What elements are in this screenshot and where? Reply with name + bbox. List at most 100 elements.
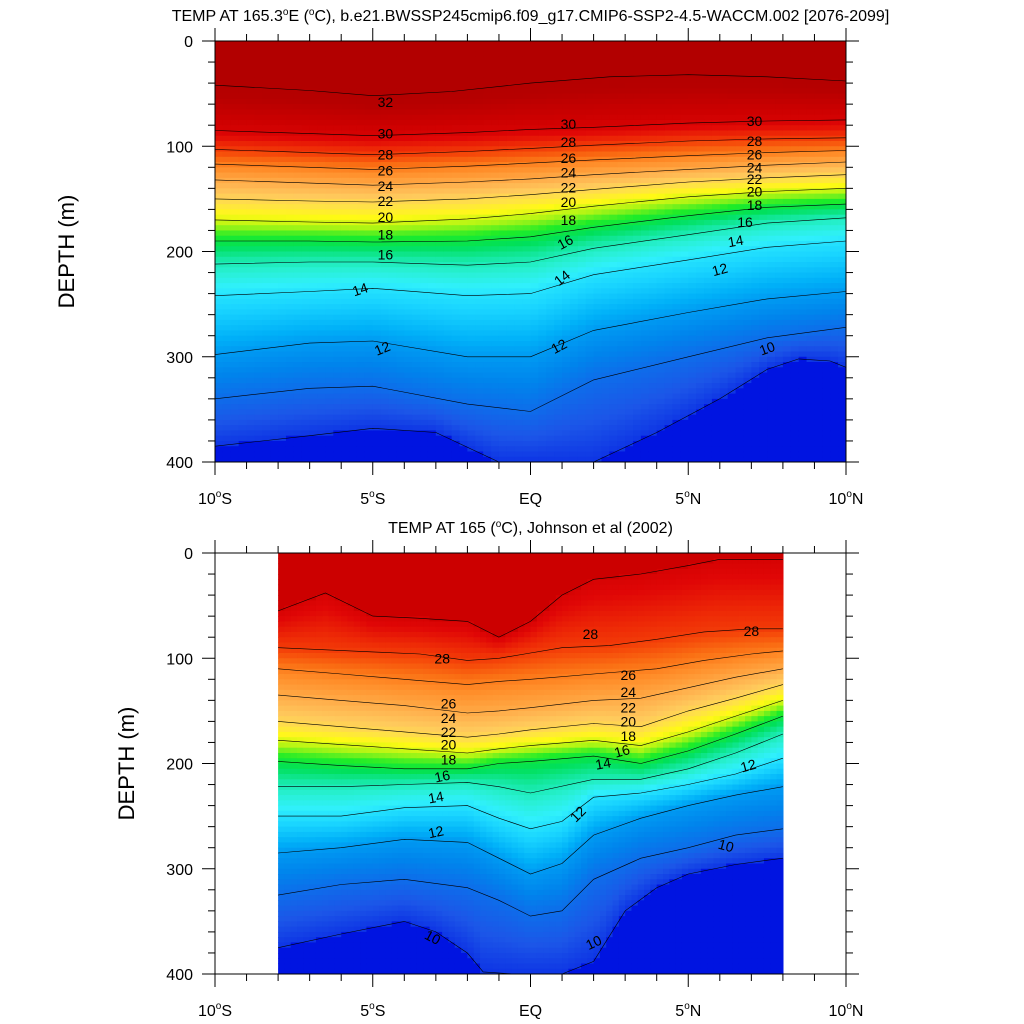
field-cell (380, 393, 390, 400)
field-cell (215, 135, 224, 142)
field-cell (617, 309, 626, 316)
field-cell (562, 151, 571, 158)
field-cell (435, 283, 445, 289)
field-cell (585, 156, 595, 163)
field-cell (309, 356, 319, 363)
field-cell (317, 346, 327, 353)
field-cell (246, 393, 256, 400)
field-cell (704, 114, 713, 121)
field-cell (696, 419, 705, 426)
field-cell (262, 167, 271, 174)
field-cell (309, 146, 319, 153)
field-cell (309, 256, 319, 263)
field-cell (656, 293, 666, 300)
field-cell (317, 198, 327, 205)
field-cell (704, 188, 713, 195)
field-cell (491, 125, 500, 132)
field-cell (380, 104, 390, 111)
field-cell (546, 188, 555, 195)
field-cell (254, 240, 263, 247)
field-cell (569, 262, 579, 268)
field-cell (301, 367, 311, 374)
field-cell (333, 77, 342, 84)
field-cell (341, 225, 350, 232)
field-cell (301, 188, 311, 195)
field-cell (522, 246, 532, 253)
field-cell (680, 219, 689, 226)
field-cell (672, 377, 681, 384)
field-cell (262, 125, 271, 132)
field-cell (680, 314, 689, 321)
field-cell (577, 193, 587, 200)
field-cell (601, 404, 610, 410)
field-cell (254, 114, 263, 121)
field-cell (317, 188, 327, 195)
field-cell (388, 230, 398, 237)
field-cell (562, 367, 571, 374)
field-cell (404, 430, 413, 437)
field-cell (577, 404, 587, 410)
field-cell (341, 351, 350, 358)
field-cell (222, 288, 232, 295)
field-cell (475, 451, 484, 458)
field-cell (640, 330, 650, 337)
field-cell (704, 104, 713, 111)
field-cell (254, 446, 263, 453)
field-cell (593, 67, 603, 74)
field-cell (704, 214, 713, 221)
field-cell (262, 140, 271, 147)
field-cell (538, 125, 547, 132)
field-cell (546, 67, 555, 74)
field-cell (475, 309, 484, 316)
field-cell (420, 404, 429, 410)
field-cell (625, 283, 634, 289)
field-cell (309, 314, 319, 321)
field-cell (325, 193, 334, 200)
field-cell (293, 98, 303, 105)
field-cell (215, 119, 224, 126)
field-cell (625, 230, 634, 237)
field-cell (215, 398, 224, 405)
field-cell (451, 340, 461, 347)
field-cell (427, 425, 437, 432)
field-cell (688, 446, 697, 453)
field-cell (467, 351, 476, 358)
field-cell (648, 414, 658, 421)
field-cell (664, 204, 674, 210)
field-cell (341, 283, 350, 289)
field-cell (427, 351, 437, 358)
field-cell (301, 109, 311, 116)
field-cell (451, 177, 461, 184)
field-cell (522, 451, 532, 458)
field-cell (404, 156, 413, 163)
field-cell (577, 314, 587, 321)
field-cell (349, 230, 358, 237)
field-cell (285, 272, 295, 279)
field-cell (475, 298, 484, 305)
field-cell (640, 362, 650, 368)
field-cell (569, 225, 579, 232)
field-cell (396, 346, 405, 353)
field-cell (459, 419, 468, 426)
field-cell (451, 377, 461, 384)
field-cell (396, 204, 405, 210)
field-cell (293, 414, 303, 421)
field-cell (435, 451, 445, 458)
field-cell (309, 388, 319, 395)
field-cell (451, 309, 461, 316)
field-cell (412, 272, 421, 279)
field-cell (341, 419, 350, 426)
field-cell (451, 419, 461, 426)
field-cell (380, 277, 390, 284)
field-cell (451, 183, 461, 189)
field-cell (388, 135, 398, 142)
field-cell (569, 104, 579, 111)
field-cell (498, 240, 508, 247)
field-cell (704, 140, 713, 147)
field-cell (349, 362, 358, 368)
field-cell (215, 72, 224, 79)
field-cell (396, 419, 405, 426)
field-cell (380, 314, 390, 321)
field-cell (246, 377, 256, 384)
field-cell (451, 304, 461, 310)
